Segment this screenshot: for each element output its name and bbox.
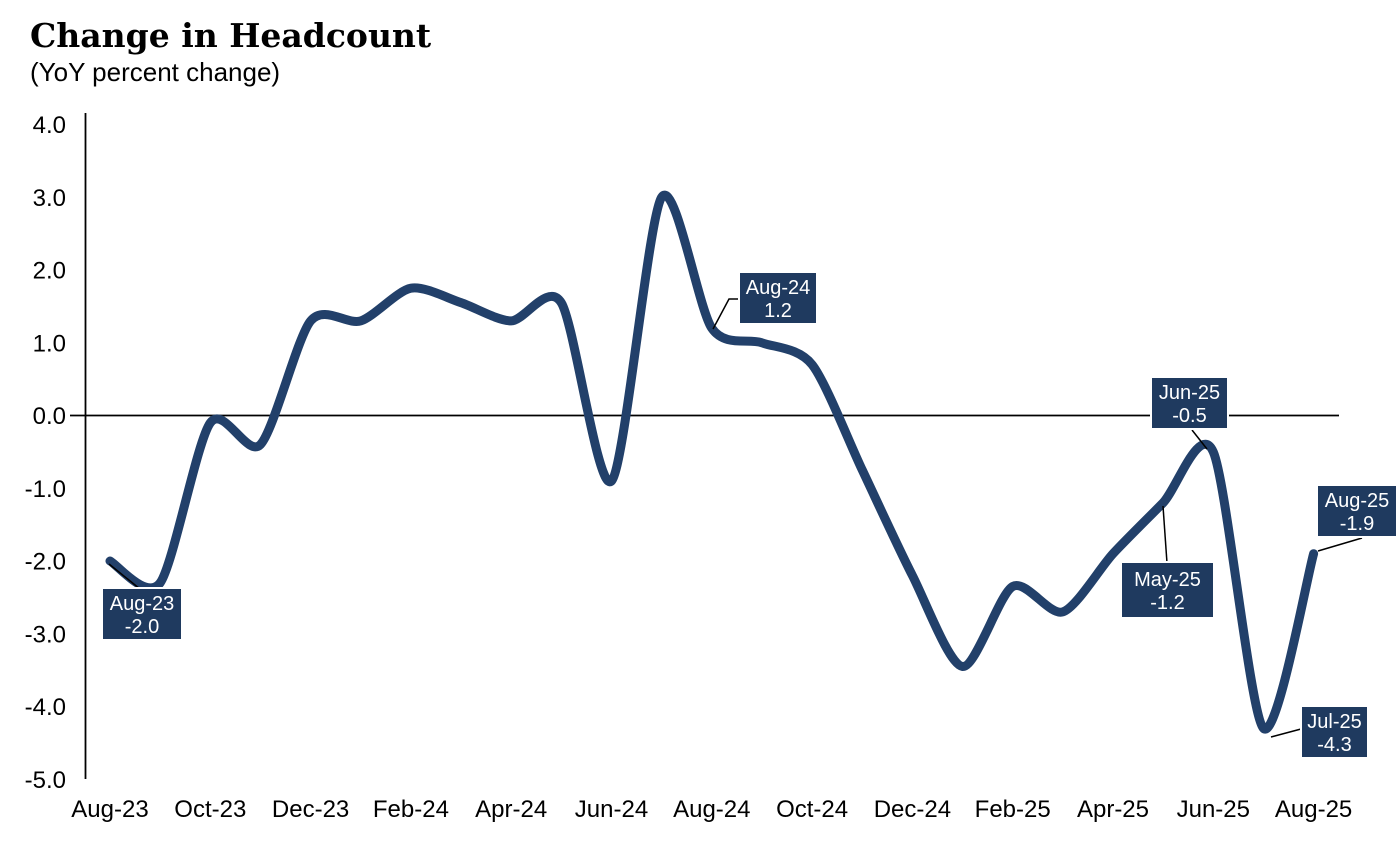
- callout-box: [1120, 561, 1215, 619]
- callout-box: [738, 271, 818, 325]
- callout-leader-line: [1191, 429, 1208, 450]
- x-tick-label: Aug-25: [1275, 796, 1352, 823]
- callout-leader-line: [1270, 728, 1302, 738]
- chart-header: Change in Headcount (YoY percent change): [30, 16, 431, 88]
- x-tick-label: Oct-23: [174, 796, 246, 823]
- callout-month-label: Aug-25: [1325, 490, 1390, 512]
- headcount-line-series: [105, 190, 1319, 734]
- callout-value-label: -1.2: [1150, 592, 1184, 614]
- y-tick-label: 0.0: [33, 403, 66, 430]
- y-tick-label: 2.0: [33, 258, 66, 285]
- x-tick-label: Aug-23: [71, 796, 148, 823]
- x-tick-label: Feb-24: [373, 796, 449, 823]
- callout-value-label: -2.0: [125, 616, 159, 638]
- x-tick-label: Dec-24: [874, 796, 951, 823]
- callout-month-label: Jul-25: [1307, 711, 1361, 733]
- callout-month-label: Aug-24: [746, 277, 811, 299]
- y-tick-label: -5.0: [25, 767, 66, 794]
- x-tick-label: Apr-25: [1077, 796, 1149, 823]
- chart-title: Change in Headcount: [30, 16, 432, 55]
- x-tick-label: Oct-24: [776, 796, 848, 823]
- callout-value-label: 1.2: [764, 300, 792, 322]
- callout-box: [1300, 705, 1369, 759]
- x-tick-label: Jun-25: [1177, 796, 1250, 823]
- x-tick-label: Apr-24: [475, 796, 547, 823]
- callout-value-label: -1.9: [1340, 513, 1374, 535]
- callout-month-label: Aug-23: [110, 593, 175, 615]
- y-tick-label: 4.0: [33, 112, 66, 139]
- y-tick-label: 3.0: [33, 185, 66, 212]
- y-tick-label: -1.0: [25, 476, 66, 503]
- y-tick-label: 1.0: [33, 330, 66, 357]
- callout-month-label: Jun-25: [1159, 382, 1220, 404]
- x-tick-label: Feb-25: [975, 796, 1051, 823]
- callout-value-label: -0.5: [1172, 405, 1206, 427]
- y-tick-label: -3.0: [25, 621, 66, 648]
- y-tick-label: -4.0: [25, 694, 66, 721]
- callout-leader-line: [108, 563, 141, 590]
- x-tick-label: Aug-24: [673, 796, 750, 823]
- callout-value-label: -4.3: [1317, 734, 1351, 756]
- x-tick-label: Jun-24: [575, 796, 648, 823]
- y-tick-label: -2.0: [25, 549, 66, 576]
- callout-leader-line: [1162, 505, 1168, 564]
- chart-subtitle: (YoY percent change): [30, 57, 281, 87]
- callout-box: [101, 587, 183, 641]
- callout-month-label: May-25: [1134, 569, 1201, 591]
- callout-box: [1316, 484, 1398, 538]
- callout-box: [1150, 376, 1229, 430]
- callout-leader-line: [712, 298, 739, 330]
- callout-leader-line: [1317, 537, 1363, 552]
- x-tick-label: Dec-23: [272, 796, 349, 823]
